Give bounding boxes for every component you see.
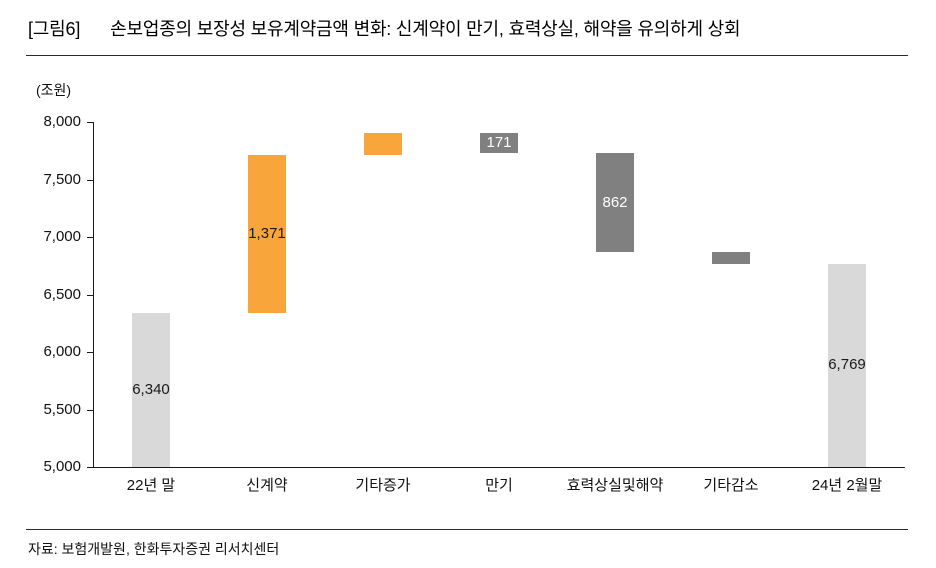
x-axis-label: 신계약 [246,477,288,494]
y-tick-mark [87,237,93,238]
y-tick-label: 5,500 [43,400,81,418]
y-tick-mark [87,122,93,123]
bar-value-label: 171 [486,134,512,152]
bar-value-label: 6,769 [828,356,866,374]
x-axis-label: 기타증가 [355,477,411,494]
header-divider [26,55,908,56]
y-tick-mark [87,294,93,296]
x-axis-label: 만기 [485,477,513,494]
figure-title: 손보업종의 보장성 보유계약금액 변화: 신계약이 만기, 효력상실, 해약을 … [110,19,741,39]
y-axis-unit-label: (조원) [36,82,72,98]
waterfall-bar-5 [596,152,634,253]
x-axis-label: 22년 말 [126,477,176,494]
x-axis-label: 효력상실및해약 [566,477,664,494]
waterfall-bar-2 [248,155,286,313]
y-tick-label: 6,000 [43,343,81,360]
x-axis-line [93,467,905,468]
y-axis-line [93,122,94,467]
figure-tag: [그림6] [28,19,81,39]
bar-value-label: 862 [602,193,628,211]
waterfall-bar-4 [480,133,518,153]
waterfall-bar-6 [712,252,750,264]
x-axis-label: 24년 2월말 [811,477,883,494]
source-note: 자료: 보험개발원, 한화투자증권 리서치센터 [28,541,280,557]
y-tick-mark [87,467,93,468]
y-tick-label: 7,000 [43,228,81,245]
y-tick-mark [87,352,93,353]
y-tick-label: 5,000 [43,458,81,475]
figure-header: [그림6] 손보업종의 보장성 보유계약금액 변화: 신계약이 만기, 효력상실… [28,15,908,41]
bar-value-label: 6,340 [132,380,170,398]
footer-divider [26,529,908,530]
bar-value-label: 1,371 [248,225,286,243]
y-tick-label: 8,000 [43,113,81,130]
y-tick-mark [87,179,93,181]
waterfall-bar-3 [364,133,402,156]
y-tick-mark [87,409,93,411]
x-axis-label: 기타감소 [703,477,759,494]
waterfall-bar-7 [828,263,866,467]
y-tick-label: 7,500 [43,170,81,188]
y-tick-label: 6,500 [43,285,81,303]
waterfall-bar-1 [132,312,170,467]
